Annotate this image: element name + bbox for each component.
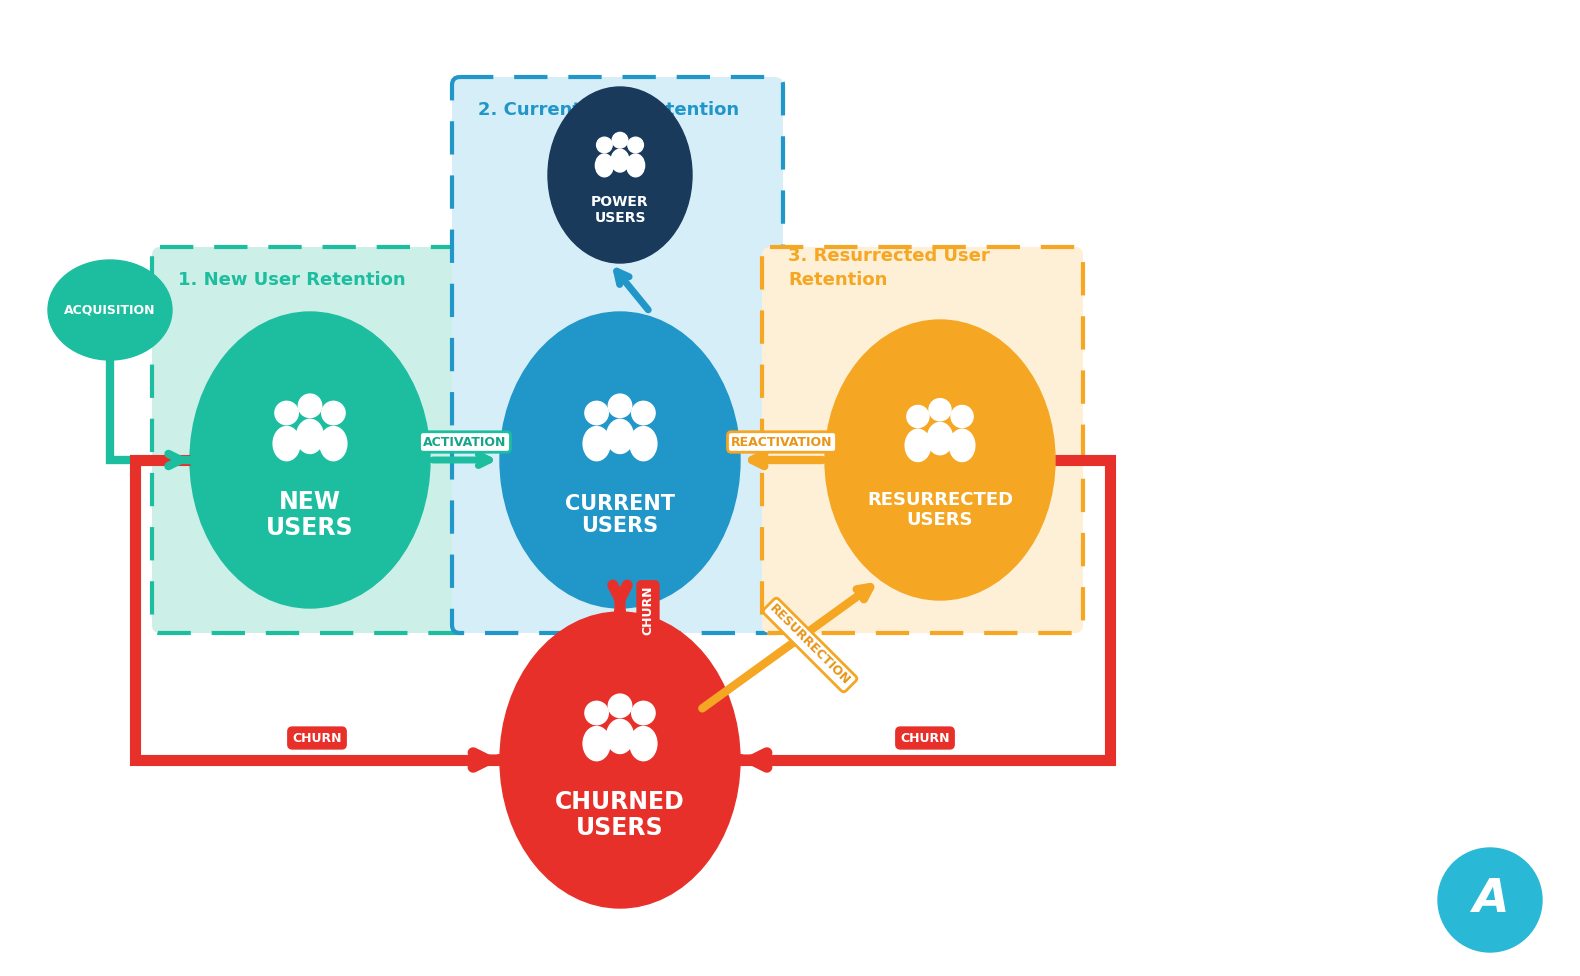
Text: CURRENT
USERS: CURRENT USERS (566, 494, 675, 536)
Text: A: A (1471, 877, 1509, 922)
Circle shape (1438, 848, 1542, 952)
Ellipse shape (319, 427, 348, 461)
Ellipse shape (927, 423, 953, 455)
Ellipse shape (273, 427, 300, 461)
Circle shape (627, 138, 643, 153)
Ellipse shape (596, 154, 613, 177)
Circle shape (299, 394, 322, 418)
Text: NEW
USERS: NEW USERS (265, 490, 354, 540)
Circle shape (585, 702, 608, 725)
Text: CHURNED
USERS: CHURNED USERS (555, 790, 684, 840)
Text: 1. New User Retention: 1. New User Retention (179, 271, 406, 289)
Circle shape (585, 401, 608, 425)
Circle shape (608, 394, 632, 418)
Circle shape (275, 401, 299, 425)
Circle shape (907, 405, 929, 427)
Text: 2. Current User Retention: 2. Current User Retention (479, 101, 739, 119)
Circle shape (597, 138, 611, 153)
Ellipse shape (47, 260, 172, 360)
Circle shape (322, 401, 344, 425)
Circle shape (632, 702, 656, 725)
Ellipse shape (548, 87, 692, 263)
Ellipse shape (499, 312, 739, 608)
Ellipse shape (607, 719, 634, 753)
Ellipse shape (297, 420, 324, 454)
Text: REACTIVATION: REACTIVATION (732, 435, 833, 449)
Text: CHURN: CHURN (901, 731, 950, 745)
Text: 3. Resurrected User
Retention: 3. Resurrected User Retention (788, 247, 989, 289)
Circle shape (608, 694, 632, 717)
FancyBboxPatch shape (762, 247, 1082, 633)
Ellipse shape (825, 320, 1055, 600)
Text: ACQUISITION: ACQUISITION (65, 304, 156, 316)
Circle shape (951, 405, 973, 427)
Text: CHURN: CHURN (292, 731, 341, 745)
FancyBboxPatch shape (452, 77, 784, 633)
Ellipse shape (950, 429, 975, 462)
Ellipse shape (190, 312, 430, 608)
Ellipse shape (611, 149, 629, 172)
Ellipse shape (630, 726, 657, 760)
Ellipse shape (583, 427, 610, 461)
Ellipse shape (499, 612, 739, 908)
Circle shape (632, 401, 656, 425)
Circle shape (611, 133, 627, 148)
Circle shape (929, 398, 951, 421)
Ellipse shape (583, 726, 610, 760)
Text: RESURRECTED
USERS: RESURRECTED USERS (867, 491, 1013, 529)
Ellipse shape (607, 420, 634, 454)
Ellipse shape (905, 429, 931, 462)
Ellipse shape (627, 154, 645, 177)
Text: CHURN: CHURN (641, 586, 654, 634)
Ellipse shape (630, 427, 657, 461)
Text: RESURRECTION: RESURRECTION (768, 602, 853, 688)
Text: POWER
USERS: POWER USERS (591, 195, 649, 224)
FancyBboxPatch shape (152, 247, 472, 633)
Text: ACTIVATION: ACTIVATION (423, 435, 507, 449)
